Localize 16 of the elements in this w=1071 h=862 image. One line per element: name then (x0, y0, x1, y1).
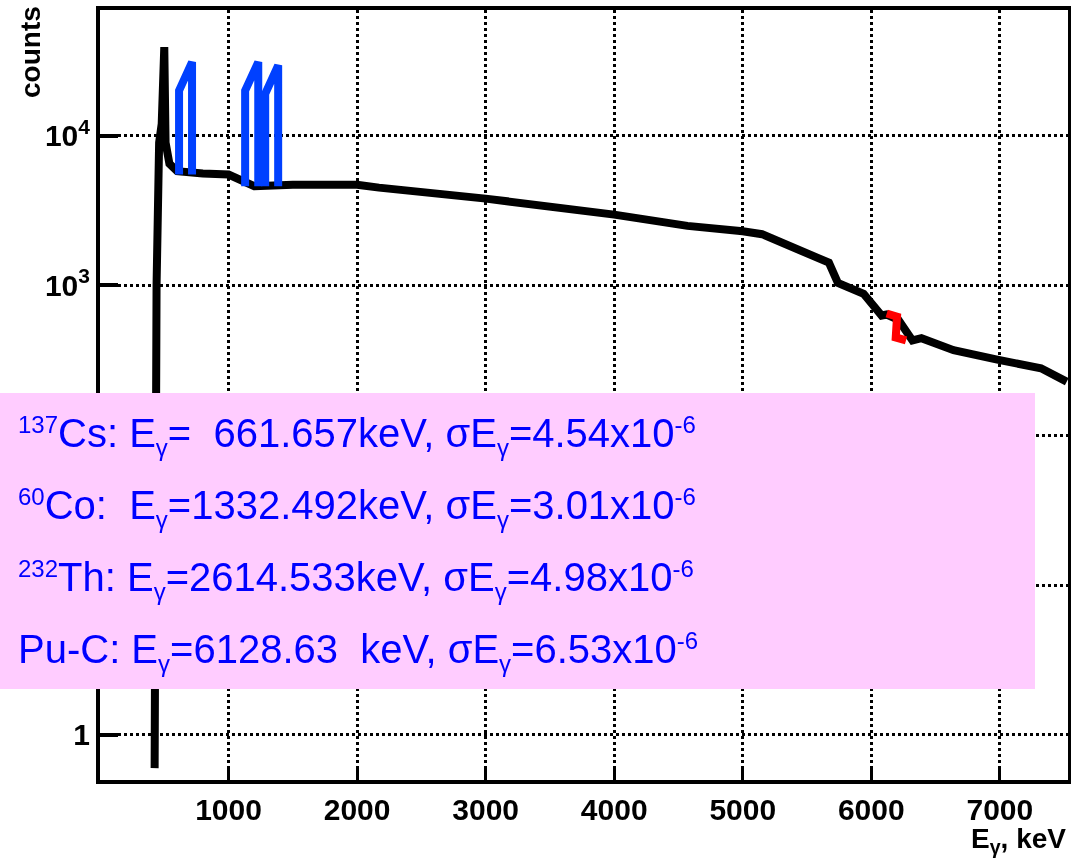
y-tick-label: 1 (73, 718, 90, 752)
y-axis-title: counts (15, 6, 46, 98)
x-axis-title: E$_{γ}$, keV (971, 823, 1067, 858)
x-tick-label: 7000 (966, 793, 1034, 826)
x-tick-label: 4000 (580, 793, 648, 826)
annotation: $^{60}$Co: E$_{γ}$=1332.492keV, σE$_{γ}$=3.01x10$^{-6}$ (18, 481, 697, 535)
annotation: Pu-C: E$_{γ}$=6128.63 keV, σE$_{γ}$=6.53x10$^{-6}$ (18, 625, 700, 679)
y-tick-label: 10$^{3}$ (44, 264, 90, 302)
x-tick-label: 3000 (452, 793, 520, 826)
x-tick-label: 5000 (709, 793, 777, 826)
annotation: $^{137}$Cs: E$_{γ}$= 661.657keV, σE$_{γ}$=4.54x10$^{-6}$ (18, 409, 697, 463)
x-tick-label: 6000 (837, 793, 905, 826)
y-tick-label: 10$^{4}$ (44, 114, 91, 153)
x-tick-label: 1000 (195, 793, 262, 826)
x-tick-label: 2000 (323, 793, 391, 826)
annotation: $^{232}$Th: E$_{γ}$=2614.533keV, σE$_{γ}$=4.98x10$^{-6}$ (18, 553, 695, 607)
